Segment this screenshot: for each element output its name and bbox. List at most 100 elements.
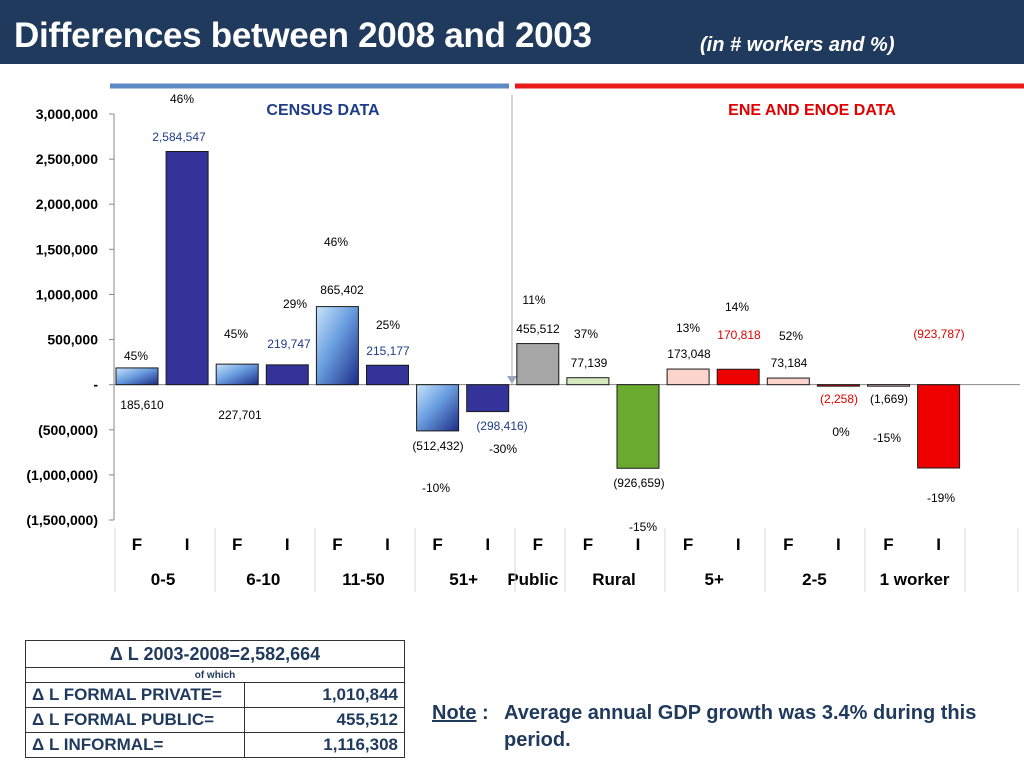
x-group-label: Public: [507, 570, 558, 589]
y-tick-label: -: [93, 377, 98, 393]
bar-percent-label: -30%: [489, 442, 517, 456]
bar-0-5-i: [165, 150, 209, 386]
note-label: Note: [432, 702, 477, 724]
bar-value-label: 73,184: [771, 356, 808, 370]
title-bar: Differences between 2008 and 2003 (in # …: [0, 0, 1024, 64]
page-title: Differences between 2008 and 2003: [14, 16, 592, 55]
bar-6-10-f: [215, 363, 259, 386]
bar-percent-label: -15%: [629, 520, 657, 534]
x-group-label: 0-5: [151, 570, 176, 589]
chart-bars: [115, 150, 961, 469]
bar-public-f: [516, 343, 560, 386]
x-type-label: F: [432, 535, 442, 554]
x-type-label: I: [936, 535, 941, 554]
x-group-label: 2-5: [802, 570, 827, 589]
bar-percent-label: -10%: [422, 481, 450, 495]
x-group-label: 6-10: [246, 570, 280, 589]
x-type-label: I: [285, 535, 290, 554]
bar-value-label: 455,512: [516, 322, 560, 336]
table-row-value: 1,116,308: [244, 732, 405, 758]
x-type-label: I: [836, 535, 841, 554]
y-tick-label: (1,500,000): [26, 512, 98, 528]
y-tick-label: 1,000,000: [36, 286, 98, 302]
x-type-label: F: [783, 535, 793, 554]
bar-percent-label: -15%: [873, 431, 901, 445]
table-row-label: Δ L INFORMAL=: [25, 732, 245, 758]
bar-percent-label: 0%: [832, 425, 850, 439]
summary-table-header: Δ L 2003-2008=2,582,664: [25, 640, 405, 668]
x-type-label: F: [583, 535, 593, 554]
bar-51+-i: [466, 384, 510, 413]
x-type-label: I: [385, 535, 390, 554]
x-group-label: 5+: [705, 570, 724, 589]
summary-table: Δ L 2003-2008=2,582,664 of which Δ L FOR…: [25, 640, 405, 758]
y-tick-label: 1,500,000: [36, 241, 98, 257]
x-type-label: F: [533, 535, 543, 554]
x-type-label: F: [132, 535, 142, 554]
bar-percent-label: 52%: [779, 329, 803, 343]
bar-51+-f: [416, 384, 460, 432]
bar-value-label: (923,787): [913, 327, 964, 341]
ene-section-label: ENE AND ENOE DATA: [728, 102, 896, 119]
x-type-label: F: [883, 535, 893, 554]
bar-percent-label: 11%: [522, 293, 545, 307]
bar-rural-f: [566, 377, 610, 386]
summary-table-subheader: of which: [25, 667, 405, 683]
bar-percent-label: 45%: [124, 349, 148, 363]
bar-6-10-i: [265, 364, 309, 386]
bar-percent-label: -19%: [927, 491, 955, 505]
bar-value-label: 185,610: [120, 398, 164, 412]
y-tick-label: 500,000: [47, 332, 98, 348]
bar-2-5-f: [766, 377, 810, 386]
table-row: Δ L FORMAL PUBLIC= 455,512: [25, 707, 405, 733]
bar-value-label: (2,258): [820, 392, 858, 406]
bar-1-worker-i: [917, 384, 961, 469]
table-row-label: Δ L FORMAL PUBLIC=: [25, 707, 245, 733]
bar-value-label: (1,669): [870, 392, 908, 406]
bar-2-5-i: [816, 384, 860, 387]
x-group-label: Rural: [592, 570, 635, 589]
x-type-label: I: [185, 535, 190, 554]
y-tick-label: 2,500,000: [36, 151, 98, 167]
bar-1-worker-f: [867, 384, 910, 387]
y-tick-label: (500,000): [38, 422, 98, 438]
x-type-label: I: [636, 535, 641, 554]
page-subtitle: (in # workers and %): [700, 34, 895, 56]
bar-value-label: 2,584,547: [152, 130, 206, 144]
bar-5+-i: [716, 368, 760, 386]
bar-percent-label: 37%: [574, 327, 598, 341]
bar-value-label: 227,701: [218, 408, 262, 422]
chart-data-labels: 185,610 45% 2,584,547 46% 227,701 45% 219,747 2…: [120, 92, 964, 534]
table-row-label: Δ L FORMAL PRIVATE=: [25, 682, 245, 708]
bar-percent-label: 14%: [725, 300, 749, 314]
bar-value-label: (512,432): [412, 439, 463, 453]
x-group-label: 51+: [449, 570, 478, 589]
bar-percent-label: 25%: [376, 318, 400, 332]
bar-chart: CENSUS DATA ENE AND ENOE DATA 3,000,000 2,…: [26, 83, 1024, 592]
note-text: Average annual GDP growth was 3.4% durin…: [504, 702, 977, 751]
chart-x-axis: F I F I F I F I F F I F I F I F I 0-5 6-10 11-50 51+ Public Ru…: [114, 528, 1019, 592]
table-row-value: 1,010,844: [244, 682, 405, 708]
x-type-label: F: [332, 535, 342, 554]
table-row: Δ L INFORMAL= 1,116,308: [25, 732, 405, 758]
chart-axes: 3,000,000 2,500,000 2,000,000 1,500,000 1,00…: [26, 106, 1020, 528]
x-type-label: I: [485, 535, 490, 554]
bar-0-5-f: [115, 367, 159, 386]
x-group-label: 11-50: [342, 570, 385, 589]
section-headers: CENSUS DATA ENE AND ENOE DATA: [110, 83, 1024, 384]
bar-value-label: (298,416): [476, 419, 527, 433]
y-tick-label: (1,000,000): [26, 467, 98, 483]
bar-value-label: 77,139: [571, 356, 608, 370]
bar-rural-i: [616, 384, 660, 469]
bar-percent-label: 46%: [324, 235, 348, 249]
bar-value-label: (926,659): [613, 476, 664, 490]
section-divider-arrow: [507, 376, 517, 384]
table-row-value: 455,512: [244, 707, 405, 733]
x-group-label: 1 worker: [880, 570, 950, 589]
y-tick-label: 2,000,000: [36, 196, 98, 212]
table-row: Δ L FORMAL PRIVATE= 1,010,844: [25, 682, 405, 708]
y-tick-label: 3,000,000: [36, 106, 98, 122]
bar-value-label: 170,818: [717, 328, 761, 342]
bar-value-label: 215,177: [366, 344, 410, 358]
census-section-label: CENSUS DATA: [266, 102, 380, 119]
